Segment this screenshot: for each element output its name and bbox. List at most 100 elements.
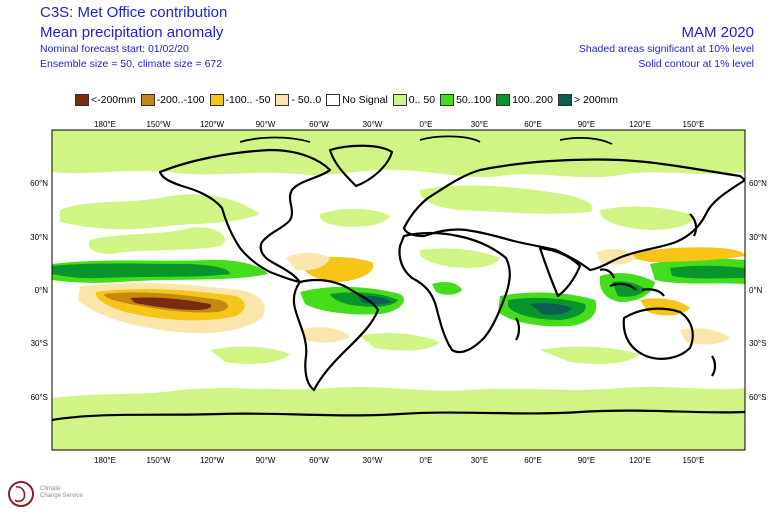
legend-label: > 200mm: [573, 94, 619, 106]
legend-label: -200..-100: [156, 94, 205, 106]
longitude-label: 120°E: [629, 456, 651, 465]
legend: <-200mm -200..-100 -100.. -50 - 50..0 No Sig…: [75, 92, 623, 108]
latitude-label: 60°S: [749, 393, 766, 402]
eurasia-outline: [402, 158, 745, 272]
anomaly-region: [612, 281, 646, 297]
longitude-label: 120°W: [200, 456, 225, 465]
anomaly-region: [60, 194, 260, 230]
longitude-label: 120°W: [200, 120, 225, 129]
new-zealand-outline: [711, 355, 717, 377]
precipitation-anomaly-map: 180°E 150°W 120°W 90°W 60°W 30°W 0°E 30°E 60°E 90…: [30, 120, 767, 465]
africa-outline: [398, 231, 511, 354]
legend-item: 100..200: [496, 94, 553, 106]
latitude-label: 30°N: [749, 233, 767, 242]
copernicus-climate-logo: [8, 481, 34, 507]
legend-swatch: [440, 94, 455, 106]
longitude-label: 90°E: [578, 456, 595, 465]
anomaly-region: [596, 249, 636, 265]
legend-item: 0.. 50: [392, 94, 436, 106]
anomaly-region: [620, 247, 745, 262]
anomaly-region: [419, 248, 500, 268]
anomaly-region: [600, 206, 693, 230]
anomaly-region: [52, 263, 230, 279]
longitude-label: 30°W: [363, 120, 383, 129]
anomaly-region: [432, 282, 462, 295]
legend-item: 50..100: [440, 94, 491, 106]
longitude-label: 30°W: [363, 456, 383, 465]
longitude-label: 150°E: [683, 456, 705, 465]
anomaly-region: [319, 208, 390, 227]
legend-label: - 50..0: [291, 94, 322, 106]
longitude-label: 60°W: [309, 456, 329, 465]
latitude-label: 60°N: [749, 179, 767, 188]
anomaly-region: [130, 297, 212, 310]
anomaly-region: [286, 252, 330, 271]
india-outline: [538, 246, 582, 298]
anomaly-region: [300, 327, 350, 343]
chart-title: C3S: Met Office contribution: [40, 4, 228, 21]
south-america-outline: [292, 278, 380, 392]
legend-swatch: [209, 94, 224, 106]
longitude-label: 60°E: [524, 456, 541, 465]
longitude-label: 0°E: [420, 120, 433, 129]
legend-label: 0.. 50: [408, 94, 436, 106]
legend-swatch: [557, 94, 572, 106]
latitude-label: 30°S: [749, 339, 766, 348]
japan-outline: [689, 213, 698, 237]
longitude-label: 90°E: [578, 120, 595, 129]
longitude-label: 180°E: [94, 120, 116, 129]
latitude-label: 30°S: [31, 339, 48, 348]
legend-swatch: [392, 94, 407, 106]
legend-item: <-200mm: [75, 94, 136, 106]
antarctica-outline: [52, 409, 745, 422]
legend-swatch: [275, 94, 290, 106]
latitude-labels-left: 60°N 30°N 0°N 30°S 60°S: [30, 179, 48, 402]
maritime-continent-outline: [599, 268, 665, 297]
longitude-label: 180°E: [94, 456, 116, 465]
anomaly-region: [540, 346, 640, 364]
anomaly-region: [530, 303, 572, 315]
legend-label: No Signal: [342, 94, 388, 106]
anomaly-region: [52, 386, 745, 450]
legend-swatch: [496, 94, 511, 106]
ensemble-size-text: Ensemble size = 50, climate size = 672: [40, 58, 223, 70]
arctic-islands-outline: [239, 135, 613, 145]
legend-swatch: [75, 94, 89, 106]
legend-item: -100.. -50: [209, 94, 271, 106]
legend-swatch: [140, 94, 155, 106]
longitude-label: 150°E: [683, 120, 705, 129]
legend-item: No Signal: [326, 94, 388, 106]
significance-note: Shaded areas significant at 10% level: [578, 43, 754, 55]
longitude-label: 120°E: [629, 120, 651, 129]
latitude-label: 60°S: [31, 393, 48, 402]
longitude-label: 150°W: [146, 120, 171, 129]
legend-item: > 200mm: [557, 94, 619, 106]
longitude-label: 30°E: [471, 456, 488, 465]
madagascar-outline: [515, 317, 521, 341]
anomaly-region: [670, 265, 745, 279]
longitude-labels-top: 180°E 150°W 120°W 90°W 60°W 30°W 0°E 30°E 60°E 90…: [94, 120, 704, 129]
longitude-label: 150°W: [146, 456, 171, 465]
legend-item: - 50..0: [275, 94, 321, 106]
australia-outline: [622, 307, 694, 360]
anomaly-region: [419, 185, 593, 214]
season-label: MAM 2020: [681, 24, 754, 41]
legend-swatch: [326, 94, 341, 106]
legend-label: 50..100: [456, 94, 492, 106]
legend-label: 100..200: [512, 94, 553, 106]
latitude-label: 0°N: [35, 286, 49, 295]
legend-label: <-200mm: [91, 94, 136, 106]
latitude-label: 0°N: [749, 286, 763, 295]
longitude-label: 60°E: [524, 120, 541, 129]
north-america-outline: [158, 148, 332, 284]
legend-item: -200..-100: [140, 94, 205, 106]
longitude-labels-bottom: 180°E 150°W 120°W 90°W 60°W 30°W 0°E 30°E 60°E 90…: [94, 456, 704, 465]
longitude-label: 0°E: [420, 456, 433, 465]
map-frame: [51, 129, 746, 451]
longitude-label: 30°E: [471, 120, 488, 129]
latitude-label: 30°N: [30, 233, 48, 242]
forecast-start-text: Nominal forecast start: 01/02/20: [40, 43, 189, 55]
longitude-label: 60°W: [309, 120, 329, 129]
greenland-outline: [328, 144, 394, 188]
legend-label: -100.. -50: [225, 94, 271, 106]
